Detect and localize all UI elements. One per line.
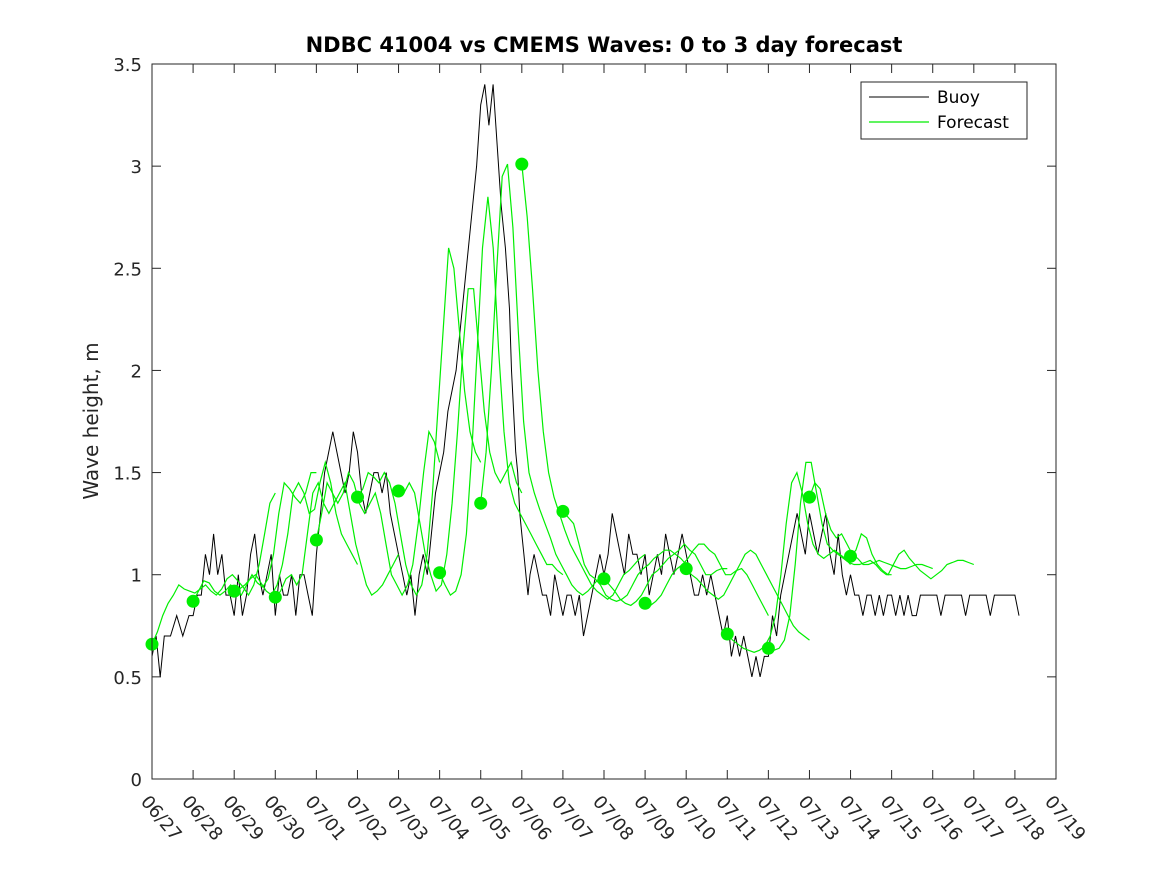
forecast-marker-15 — [761, 641, 775, 655]
x-tick-label: 07/17 — [958, 792, 1007, 845]
forecast-marker-13 — [679, 562, 693, 576]
x-tick-label: 07/14 — [835, 792, 884, 845]
x-tick-label: 06/27 — [136, 792, 185, 845]
forecast-marker-4 — [309, 533, 323, 547]
y-tick-label: 0 — [131, 770, 142, 791]
forecast-marker-10 — [556, 504, 570, 518]
forecast-marker-1 — [186, 594, 200, 608]
forecast-marker-8 — [474, 496, 488, 510]
x-tick-label: 06/29 — [218, 792, 267, 845]
x-tick-label: 07/10 — [670, 792, 719, 845]
y-axis-label: Wave height, m — [79, 342, 103, 499]
x-tick-label: 06/28 — [177, 792, 226, 845]
y-tick-label: 2 — [131, 361, 142, 382]
x-tick-label: 07/11 — [711, 792, 760, 845]
x-tick-label: 07/12 — [753, 792, 802, 845]
forecast-run-line-16 — [808, 481, 933, 570]
forecast-run-line-6 — [398, 288, 523, 593]
plot-area — [145, 84, 1020, 678]
legend: Buoy Forecast — [860, 81, 1028, 140]
forecast-run-line-9 — [521, 164, 646, 600]
y-axis: 0 0.5 1 1.5 2 2.5 3 3.5 — [113, 55, 1056, 791]
x-tick-label: 07/09 — [629, 792, 678, 845]
forecast-marker-9 — [515, 157, 529, 171]
forecast-marker-12 — [638, 596, 652, 610]
buoy-series-line — [151, 84, 1020, 678]
forecast-run-line-7 — [439, 196, 564, 597]
x-tick-label: 07/05 — [465, 792, 514, 845]
x-tick-label: 07/19 — [1040, 792, 1089, 845]
x-axis: 06/2706/2806/2906/3007/0107/0207/0307/04… — [136, 64, 1090, 845]
forecast-run-line-10 — [562, 511, 687, 602]
forecast-marker-16 — [803, 490, 816, 504]
forecast-run-line-17 — [850, 532, 975, 580]
x-tick-label: 07/18 — [999, 792, 1048, 845]
y-tick-label: 0.5 — [113, 668, 142, 689]
forecast-run-line-13 — [685, 549, 810, 641]
forecast-run-line-2 — [233, 460, 359, 596]
forecast-run-line-8 — [480, 163, 605, 596]
forecast-run-line-5 — [356, 247, 482, 597]
x-tick-label: 07/03 — [383, 792, 432, 845]
forecast-marker-5 — [351, 490, 364, 504]
x-tick-label: 07/01 — [301, 792, 350, 845]
forecast-run-line-3 — [274, 480, 400, 598]
y-tick-label: 2.5 — [113, 259, 142, 280]
y-tick-label: 1 — [131, 566, 142, 587]
x-tick-label: 07/08 — [588, 792, 637, 845]
legend-forecast-label: Forecast — [937, 113, 1009, 133]
forecast-marker-7 — [433, 566, 447, 580]
forecast-run-line-1 — [192, 472, 317, 602]
y-tick-label: 3 — [131, 157, 142, 178]
chart-title: NDBC 41004 vs CMEMS Waves: 0 to 3 day fo… — [306, 33, 903, 57]
forecast-marker-14 — [720, 627, 734, 641]
plot-frame — [151, 63, 1057, 780]
forecast-marker-3 — [268, 590, 282, 604]
forecast-run-line-0 — [151, 492, 276, 645]
forecast-run-line-12 — [644, 543, 769, 616]
x-tick-label: 07/04 — [424, 792, 473, 845]
x-tick-label: 07/06 — [506, 792, 555, 845]
forecast-marker-2 — [227, 584, 241, 598]
x-tick-label: 07/13 — [794, 792, 843, 845]
x-tick-label: 07/16 — [917, 792, 966, 845]
x-tick-label: 07/15 — [876, 792, 925, 845]
x-tick-label: 06/30 — [259, 792, 308, 845]
forecast-run-line-14 — [726, 470, 851, 653]
x-tick-label: 07/07 — [547, 792, 596, 845]
forecast-run-line-4 — [315, 429, 441, 597]
forecast-marker-17 — [844, 549, 857, 563]
x-tick-label: 07/02 — [342, 792, 391, 845]
legend-box — [860, 81, 1028, 140]
y-tick-label: 3.5 — [113, 55, 142, 76]
forecast-run-line-11 — [603, 543, 728, 607]
forecast-marker-6 — [392, 484, 405, 498]
y-tick-label: 1.5 — [113, 464, 142, 485]
legend-buoy-label: Buoy — [937, 88, 980, 108]
forecast-run-line-15 — [768, 461, 892, 651]
forecast-marker-11 — [597, 572, 611, 586]
